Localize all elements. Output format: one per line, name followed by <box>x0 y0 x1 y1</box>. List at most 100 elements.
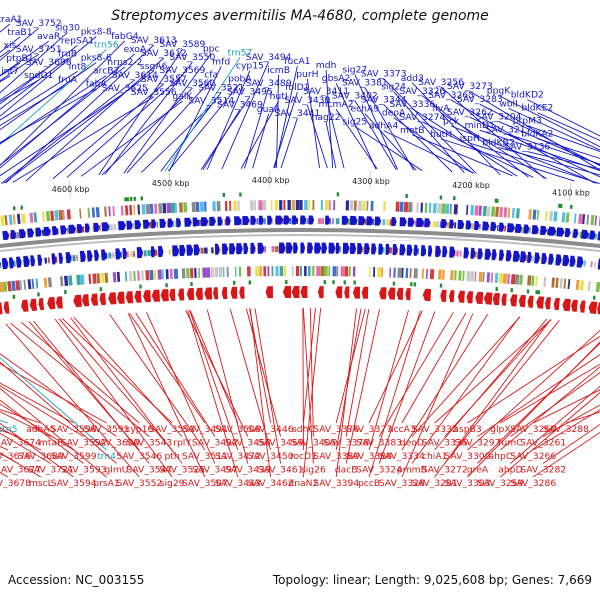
cog-segment <box>321 218 325 225</box>
cog-segment <box>328 266 331 277</box>
gene-label: dnaN2 <box>288 478 318 489</box>
gene-arrow <box>335 242 340 254</box>
cog-segment <box>409 268 412 279</box>
cog-segment <box>21 213 26 224</box>
cog-segment <box>170 202 176 213</box>
cog-segment <box>362 200 366 211</box>
gene-label: SAV_3546 <box>116 451 162 462</box>
cog-segment <box>133 250 135 257</box>
cog-segment <box>264 246 266 253</box>
label-connector <box>412 108 518 177</box>
cog-segment <box>583 260 586 267</box>
label-connector <box>0 58 68 110</box>
cog-segment <box>206 267 211 278</box>
rna-marker <box>535 290 538 295</box>
scale-tick <box>469 175 472 194</box>
gene-label: SAV_3450 <box>248 451 294 462</box>
gene-arrow <box>527 295 534 308</box>
cog-segment <box>250 200 254 211</box>
cog-segment <box>124 205 129 216</box>
label-connector <box>542 423 600 464</box>
cog-segment <box>336 266 339 277</box>
markers-inner <box>12 280 596 300</box>
gene-arrow <box>325 215 330 225</box>
gene-label: fruB <box>58 48 77 59</box>
gene-label: SAV_3511 <box>182 451 228 462</box>
gene-arrow <box>576 256 584 268</box>
label-connector <box>325 70 334 169</box>
gene-label: cfa <box>204 69 218 80</box>
gene-label: gbsA2 <box>322 73 351 84</box>
cog-segment <box>47 257 50 264</box>
gene-arrow <box>286 242 293 254</box>
gene-label: metB <box>400 125 425 136</box>
gene-arrow <box>531 225 539 235</box>
cog-segment <box>381 267 384 278</box>
label-connector <box>440 86 545 179</box>
gene-arrow <box>90 293 99 306</box>
gene-label: SAV_3674 <box>0 438 41 449</box>
gene-arrow <box>463 247 470 259</box>
gene-arrow <box>73 294 82 308</box>
gene-arrow <box>267 215 273 225</box>
cog-segment <box>320 266 325 277</box>
cog-segment <box>578 213 583 224</box>
gene-arrow <box>328 242 336 254</box>
gene-label: glpX <box>490 424 511 435</box>
label-connector <box>0 92 126 177</box>
gene-arrow <box>350 215 358 225</box>
cog-segment <box>345 200 349 211</box>
gene-label: purH <box>296 69 318 80</box>
rna-marker <box>413 282 417 287</box>
rna-marker <box>510 288 513 293</box>
label-connector <box>477 354 600 437</box>
scale-tick <box>568 182 572 201</box>
gene-label: SAV_3394 <box>313 478 359 489</box>
gene-label: SAV_3550 <box>169 52 215 63</box>
cog-segment <box>366 200 369 211</box>
gene-label: mcmA2 <box>319 99 354 110</box>
gene-arrow <box>548 226 557 236</box>
gene-arrow <box>545 297 551 310</box>
gene-arrow <box>416 217 424 228</box>
cog-segment <box>349 200 354 211</box>
cog-segment <box>358 200 362 211</box>
rna-marker <box>495 287 498 291</box>
gene-arrow <box>68 224 76 234</box>
gene-label: SAV_3443 <box>215 478 261 489</box>
cog-segment <box>491 206 496 217</box>
scale-label: 4100 kbp <box>552 189 590 198</box>
label-connector <box>508 107 600 151</box>
gene-arrow <box>93 222 100 232</box>
gene-label: exoA <box>124 44 147 55</box>
gene-label: SAV_3334 <box>379 451 425 462</box>
gene-label: SAV_3402 <box>332 90 378 101</box>
label-connector <box>345 309 381 464</box>
cog-segment <box>259 266 262 277</box>
gene-arrow <box>515 223 523 234</box>
gene-arrow <box>213 287 219 300</box>
backbone-inner <box>0 234 600 253</box>
gene-label: SAV_3543 <box>126 438 172 449</box>
cog-segment <box>166 202 172 214</box>
gene-label: avaR <box>37 31 61 42</box>
cog-segment <box>515 208 520 219</box>
label-connector <box>444 320 560 464</box>
cog-segment <box>445 203 450 214</box>
gene-arrow <box>352 286 361 299</box>
label-connector <box>469 142 600 185</box>
feature-rings <box>0 192 600 315</box>
gene-label: SAV_3332 <box>412 424 458 435</box>
rna-marker <box>124 197 127 202</box>
cog-segment <box>76 274 81 285</box>
gene-arrow <box>553 297 560 311</box>
gene-arrow <box>150 246 156 258</box>
cog-segment <box>80 274 85 285</box>
cog-segment <box>275 200 279 211</box>
gene-arrow <box>527 251 532 263</box>
gene-label: SAV_3492 <box>192 438 238 449</box>
backbone-outer <box>0 228 600 249</box>
gene-arrow <box>257 242 265 254</box>
gene-arrow <box>548 253 554 265</box>
cog-segment <box>154 203 158 214</box>
